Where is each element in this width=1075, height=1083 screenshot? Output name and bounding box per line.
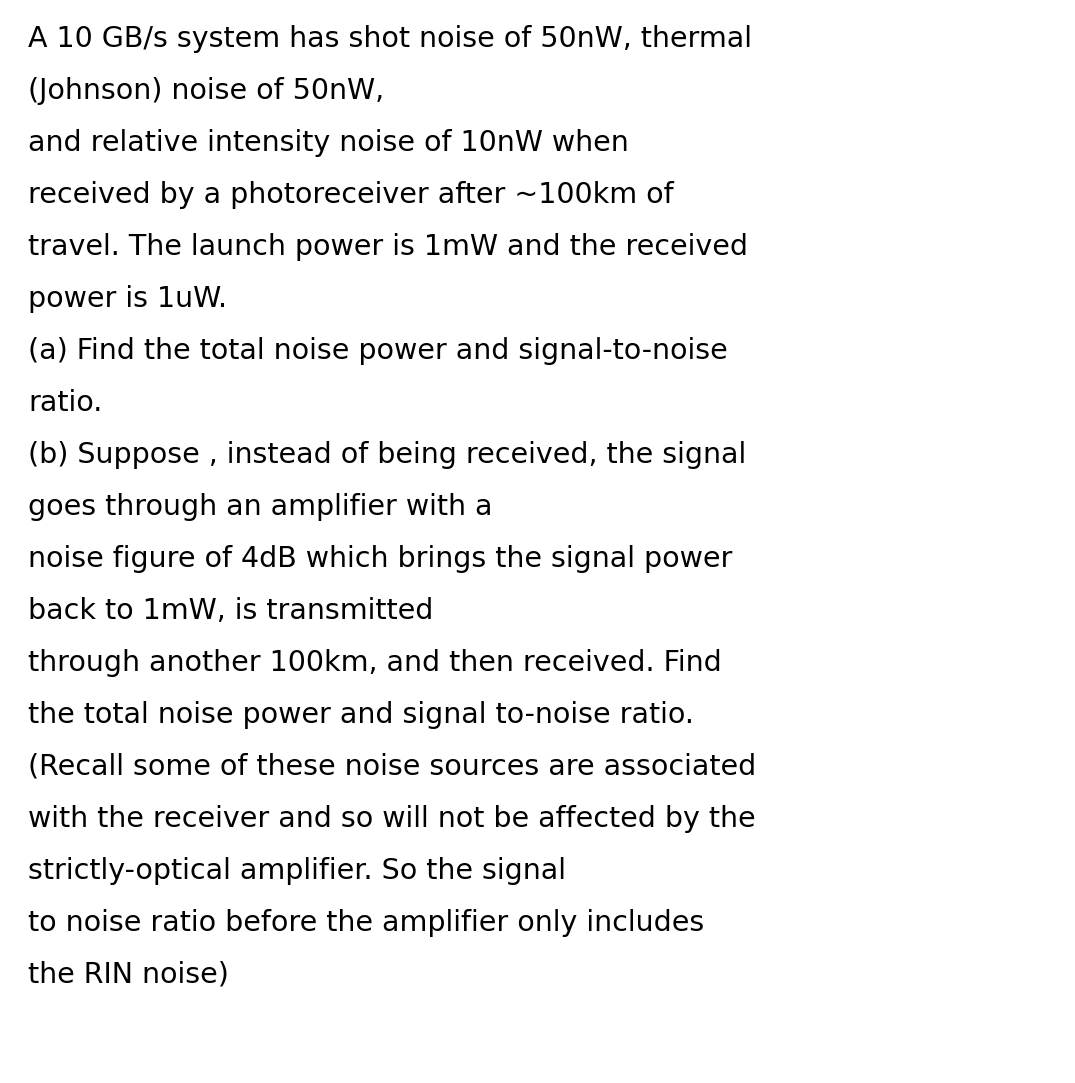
Text: ratio.: ratio.: [28, 389, 102, 417]
Text: with the receiver and so will not be affected by the: with the receiver and so will not be aff…: [28, 805, 756, 833]
Text: goes through an amplifier with a: goes through an amplifier with a: [28, 493, 492, 521]
Text: A 10 GB/s system has shot noise of 50nW, thermal: A 10 GB/s system has shot noise of 50nW,…: [28, 25, 752, 53]
Text: received by a photoreceiver after ~100km of: received by a photoreceiver after ~100km…: [28, 181, 674, 209]
Text: (a) Find the total noise power and signal-to-noise: (a) Find the total noise power and signa…: [28, 337, 728, 365]
Text: strictly-optical amplifier. So the signal: strictly-optical amplifier. So the signa…: [28, 857, 567, 885]
Text: to noise ratio before the amplifier only includes: to noise ratio before the amplifier only…: [28, 909, 704, 937]
Text: back to 1mW, is transmitted: back to 1mW, is transmitted: [28, 597, 433, 625]
Text: and relative intensity noise of 10nW when: and relative intensity noise of 10nW whe…: [28, 129, 629, 157]
Text: (Johnson) noise of 50nW,: (Johnson) noise of 50nW,: [28, 77, 384, 105]
Text: (b) Suppose , instead of being received, the signal: (b) Suppose , instead of being received,…: [28, 441, 746, 469]
Text: through another 100km, and then received. Find: through another 100km, and then received…: [28, 649, 721, 677]
Text: the RIN noise): the RIN noise): [28, 961, 229, 989]
Text: (Recall some of these noise sources are associated: (Recall some of these noise sources are …: [28, 753, 756, 781]
Text: noise figure of 4dB which brings the signal power: noise figure of 4dB which brings the sig…: [28, 545, 732, 573]
Text: the total noise power and signal to-noise ratio.: the total noise power and signal to-nois…: [28, 701, 694, 729]
Text: power is 1uW.: power is 1uW.: [28, 285, 227, 313]
Text: travel. The launch power is 1mW and the received: travel. The launch power is 1mW and the …: [28, 233, 748, 261]
